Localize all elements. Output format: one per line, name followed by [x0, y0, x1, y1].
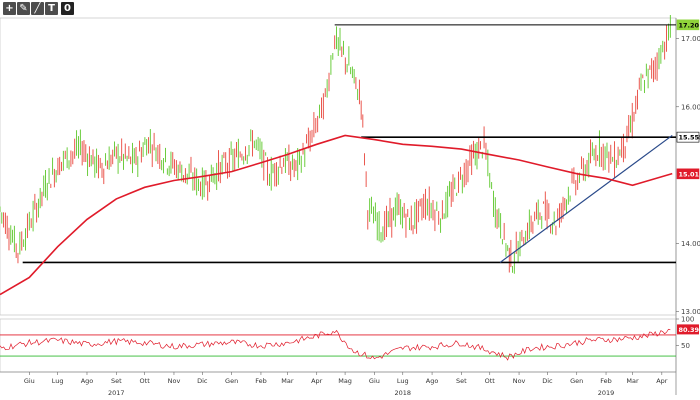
year-label: 2019: [598, 389, 615, 397]
last-price-badge-label: 17.20: [679, 21, 700, 29]
month-label: Dic: [542, 377, 553, 385]
month-label: Feb: [600, 377, 612, 385]
year-label: 2018: [394, 389, 411, 397]
month-label: Nov: [168, 377, 181, 385]
price-panel: [0, 17, 677, 316]
month-label: Ott: [485, 377, 496, 385]
month-label: Feb: [255, 377, 267, 385]
rsi-tick-label: 100: [681, 316, 694, 324]
month-label: Ago: [81, 377, 94, 385]
month-label: Gen: [570, 377, 583, 385]
month-label: Apr: [656, 377, 668, 385]
rsi-tick-label: 50: [681, 342, 690, 350]
month-label: Mar: [281, 377, 294, 385]
trendline-tool-button[interactable]: ╱: [31, 2, 44, 15]
drawing-count-badge[interactable]: 0: [61, 2, 74, 15]
month-label: Giu: [369, 377, 380, 385]
edit-tool-button[interactable]: ✎: [17, 2, 30, 15]
rsi-badge-label: 80.3901: [679, 326, 700, 334]
month-label: Mar: [626, 377, 639, 385]
rsi-badge: [677, 324, 699, 335]
price-tick-label: 17.00: [681, 35, 700, 43]
text-tool-button[interactable]: T: [45, 2, 58, 15]
last-price-badge: [676, 19, 700, 31]
month-label: Dic: [197, 377, 208, 385]
resistance-badge-label: 15.555: [679, 134, 700, 142]
month-label: Ott: [140, 377, 151, 385]
month-label: Set: [456, 377, 467, 385]
year-label: 2017: [108, 389, 125, 397]
month-label: Set: [111, 377, 122, 385]
zoom-in-tool-button[interactable]: +: [3, 2, 16, 15]
price-tick-label: 14.00: [681, 240, 700, 248]
month-label: Apr: [311, 377, 323, 385]
price-tick-label: 13.00: [681, 308, 700, 316]
month-label: Gen: [225, 377, 238, 385]
month-label: Lug: [52, 377, 64, 385]
moving-average-badge-label: 15.0177: [679, 170, 700, 178]
moving-average-line: [0, 134, 673, 296]
price-tick-label: 16.00: [681, 103, 700, 111]
uptrend-line[interactable]: [499, 134, 673, 263]
resistance-badge: [676, 131, 700, 143]
month-label: Ago: [426, 377, 439, 385]
month-label: Mag: [338, 377, 352, 385]
rsi-line: [0, 328, 671, 361]
month-label: Lug: [397, 377, 409, 385]
month-label: Giu: [24, 377, 35, 385]
month-label: Nov: [513, 377, 526, 385]
moving-average-badge: [676, 168, 700, 180]
